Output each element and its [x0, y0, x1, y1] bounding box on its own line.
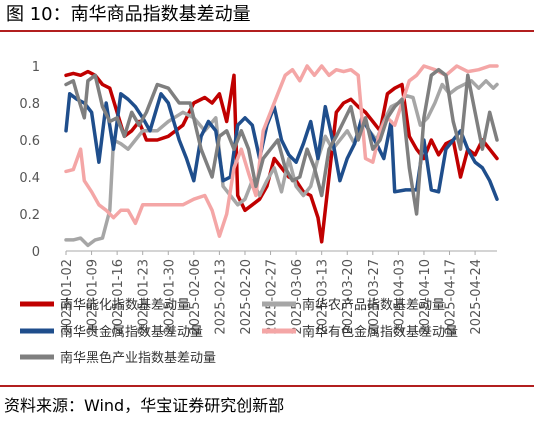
legend-label: 南华有色金属指数基差动量	[302, 324, 458, 340]
legend-label: 南华贵金属指数基差动量	[60, 324, 203, 340]
y-tick-label: 0.2	[19, 208, 40, 223]
x-tick-label: 2025-02-13	[213, 259, 228, 335]
x-tick-label: 2025-04-03	[392, 259, 407, 335]
x-tick-label: 2025-04-10	[418, 259, 433, 335]
series-line-3	[64, 92, 499, 201]
x-tick-label: 2025-01-30	[162, 259, 177, 335]
x-tick-label: 2025-02-27	[265, 259, 280, 335]
x-tick-label: 2025-01-16	[111, 259, 126, 335]
legend-label: 南华能化指数基差动量	[60, 297, 190, 313]
legend-label: 南华黑色产业指数基差动量	[60, 350, 216, 366]
y-tick-label: 1	[32, 60, 40, 75]
series-line-2	[64, 79, 499, 248]
x-tick-label: 2025-04-24	[469, 259, 484, 335]
x-tick-label: 2025-01-09	[86, 259, 101, 335]
figure-title: 图 10：南华商品指数基差动量	[6, 4, 251, 25]
title-rule	[0, 30, 534, 32]
x-tick-label: 2025-02-20	[239, 259, 254, 335]
line-chart: 0 0.2 0.4 0.6 0.8 1 2025-01-02 2025-01-09 2025-0…	[19, 60, 499, 366]
x-tick-label: 2025-01-23	[137, 259, 152, 335]
y-tick-label: 0.8	[19, 97, 40, 112]
legend-label: 南华农产品指数基差动量	[302, 297, 445, 313]
y-tick-label: 0.4	[19, 171, 40, 186]
x-tick-label: 2025-03-20	[341, 259, 356, 335]
series-line-4	[64, 64, 499, 238]
y-tick-label: 0	[32, 245, 40, 260]
x-tick-label: 2025-03-06	[290, 259, 305, 335]
x-tick-label: 2025-04-17	[444, 259, 459, 335]
x-tick-label: 2025-03-13	[316, 259, 331, 335]
y-tick-label: 0.6	[19, 134, 40, 149]
x-tick-label: 2025-01-02	[60, 259, 75, 335]
x-tick-label: 2025-03-27	[367, 259, 382, 335]
source-note: 资料来源：Wind，华宝证券研究创新部	[4, 396, 285, 415]
x-tick-label: 2025-02-06	[188, 259, 203, 335]
bottom-rule	[0, 385, 534, 387]
series-line-5	[64, 67, 499, 216]
